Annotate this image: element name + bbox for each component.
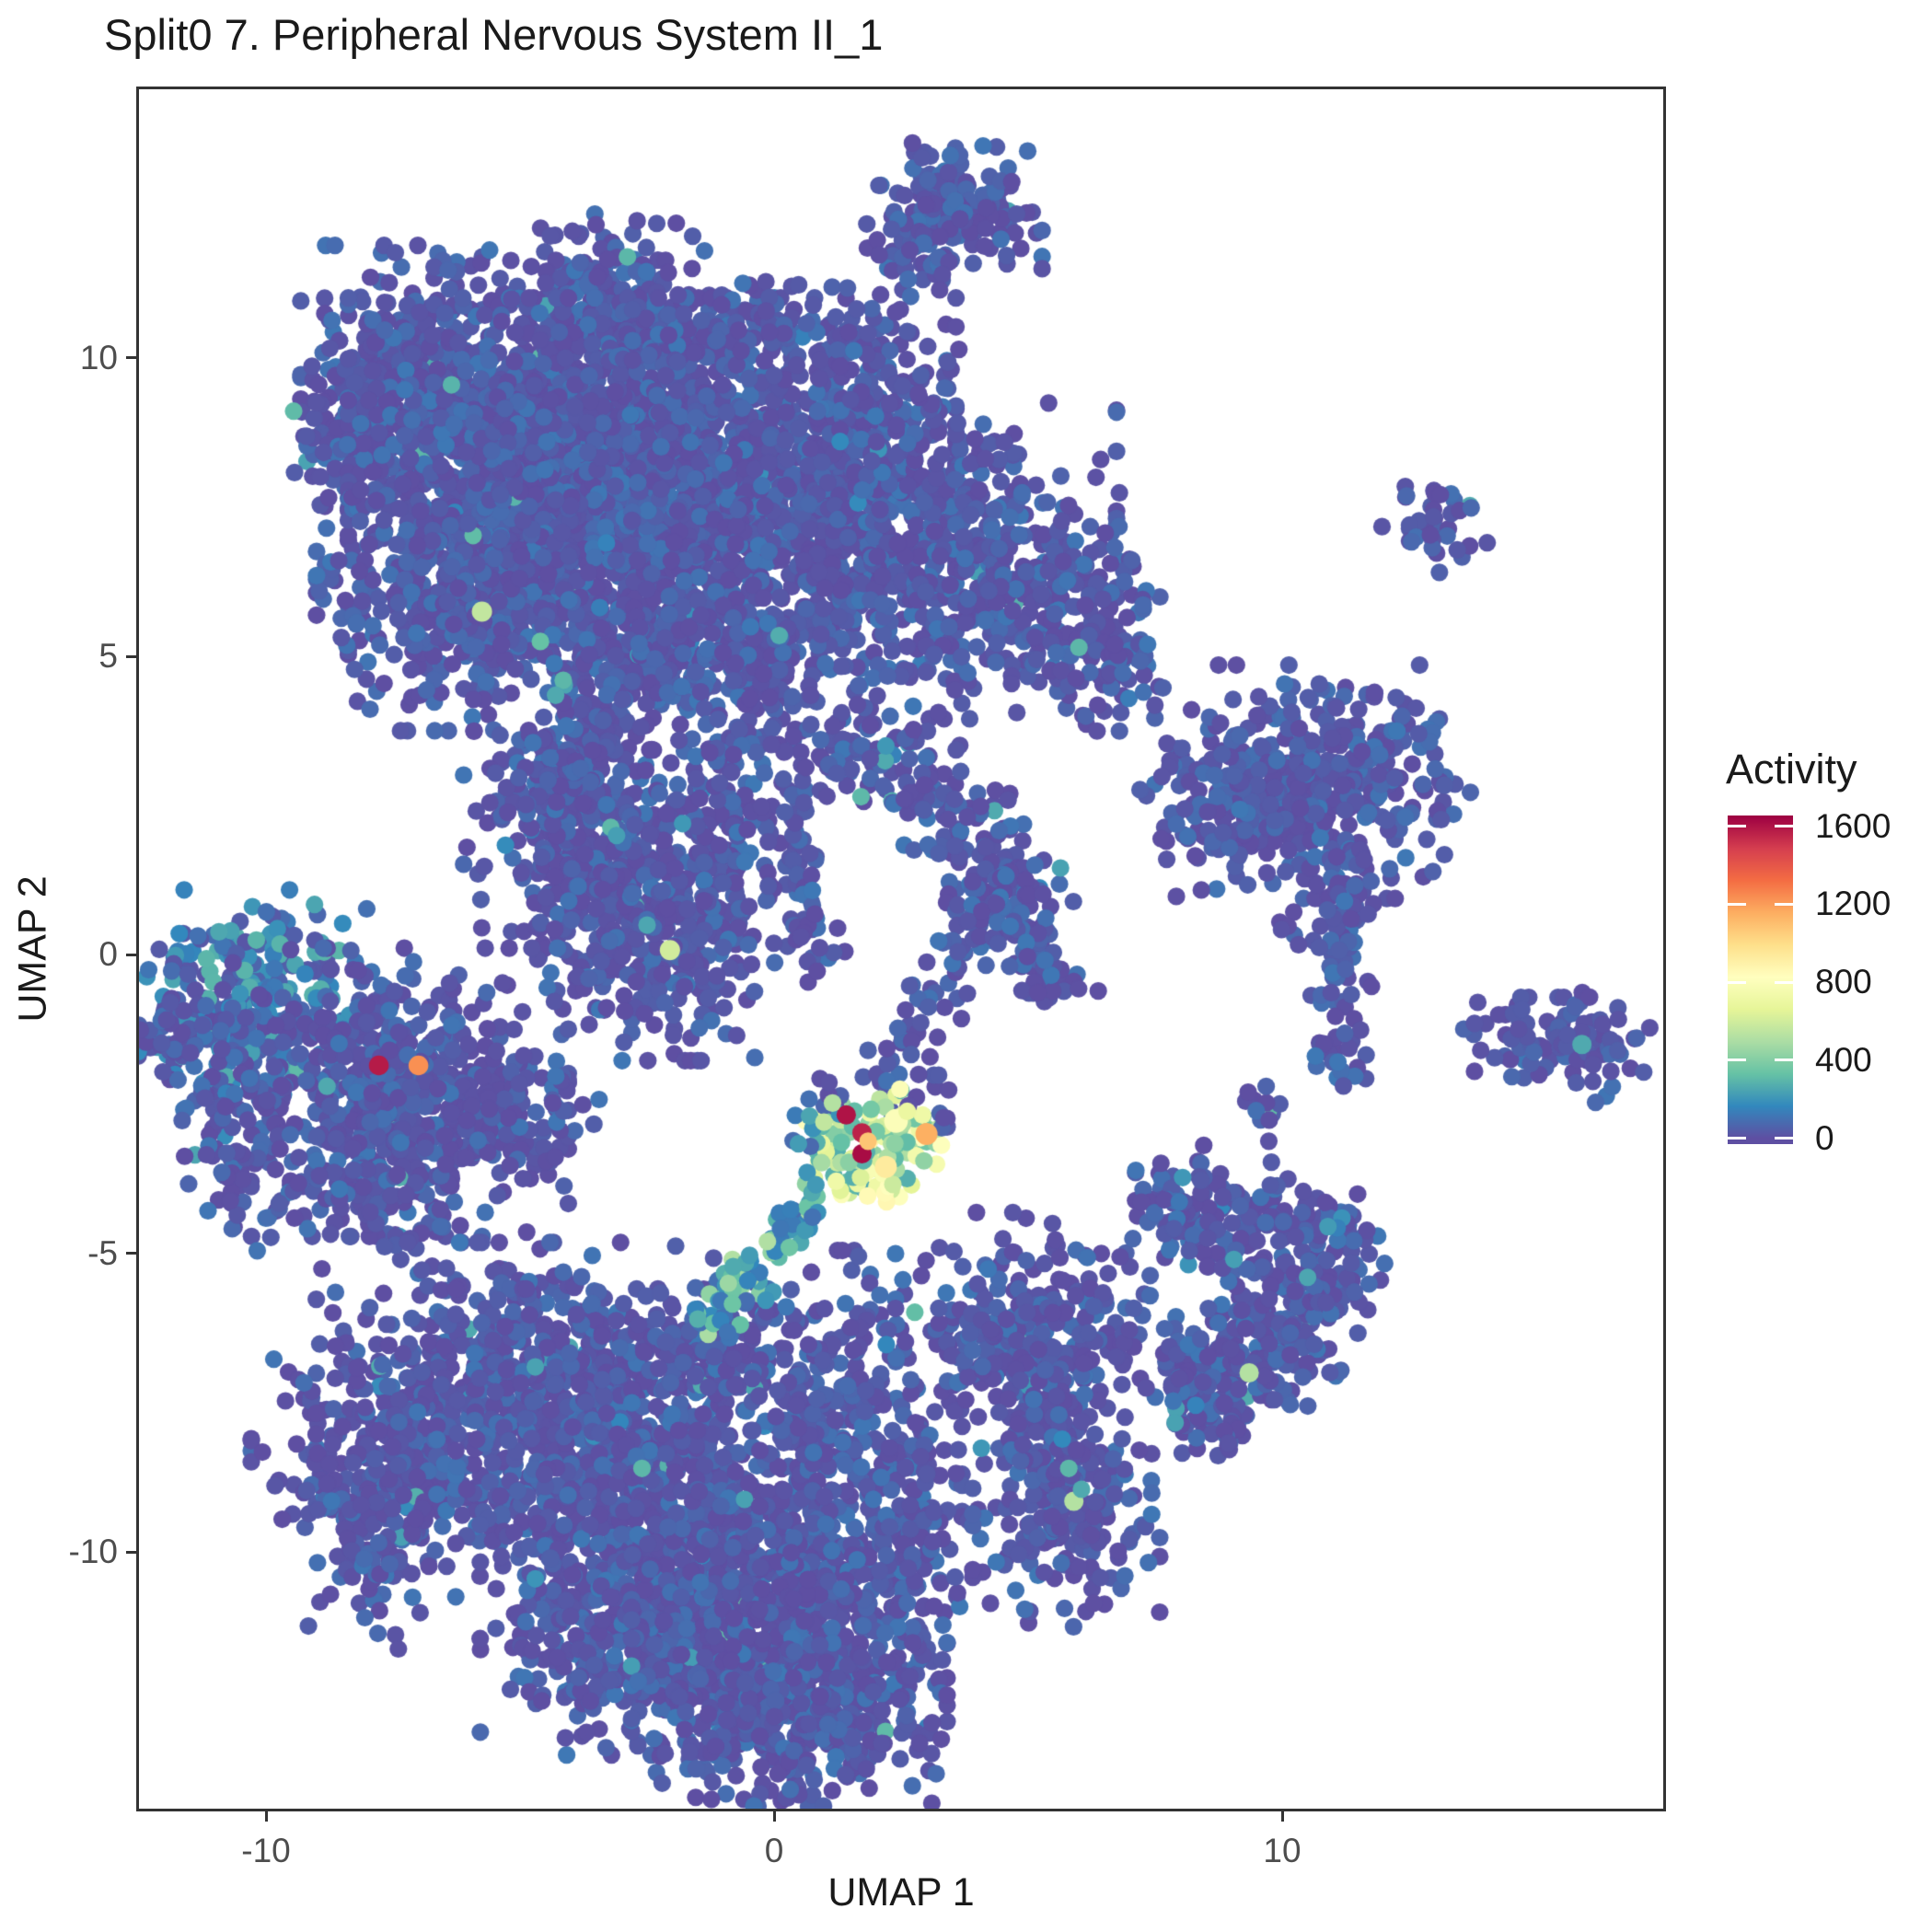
legend-title: Activity: [1726, 746, 1857, 792]
x-tick-label: 0: [764, 1832, 784, 1869]
y-tick-mark: [126, 356, 139, 360]
x-axis-title: UMAP 1: [827, 1870, 975, 1915]
plot-title: Split0 7. Peripheral Nervous System II_1: [104, 10, 884, 59]
legend-tick-mark: [1775, 825, 1793, 828]
y-tick-label: -5: [87, 1233, 118, 1272]
y-tick-label: 0: [98, 935, 118, 974]
x-tick-mark: [772, 1809, 776, 1822]
legend-tick-mark: [1728, 902, 1746, 906]
x-tick-label: 10: [1263, 1832, 1301, 1869]
legend-tick-mark: [1728, 1059, 1746, 1062]
legend-tick-label: 400: [1815, 1040, 1872, 1079]
legend-tick-label: 1200: [1815, 885, 1892, 923]
legend-tick-mark: [1775, 1059, 1793, 1062]
y-axis-title: UMAP 2: [10, 875, 55, 1023]
legend-tick-mark: [1775, 1137, 1793, 1140]
y-tick-label: 5: [98, 637, 118, 676]
scatter-points-canvas: [139, 89, 1663, 1809]
x-tick-mark: [1280, 1809, 1284, 1822]
legend-tick-mark: [1775, 902, 1793, 906]
legend-tick-label: 1600: [1815, 806, 1892, 845]
x-tick-mark: [264, 1809, 268, 1822]
y-tick-label: -10: [68, 1533, 118, 1571]
legend-tick-mark: [1728, 980, 1746, 984]
x-tick-label: -10: [241, 1832, 291, 1869]
legend-tick-mark: [1775, 980, 1793, 984]
y-tick-label: 10: [79, 338, 118, 376]
legend-colorbar: [1728, 816, 1793, 1144]
legend-tick-label: 800: [1815, 963, 1872, 1001]
y-tick-mark: [126, 1252, 139, 1255]
y-tick-mark: [126, 953, 139, 956]
y-tick-mark: [126, 654, 139, 658]
legend-tick-mark: [1728, 1137, 1746, 1140]
legend-tick-label: 0: [1815, 1118, 1834, 1157]
y-tick-mark: [126, 1550, 139, 1554]
legend-tick-mark: [1728, 825, 1746, 828]
